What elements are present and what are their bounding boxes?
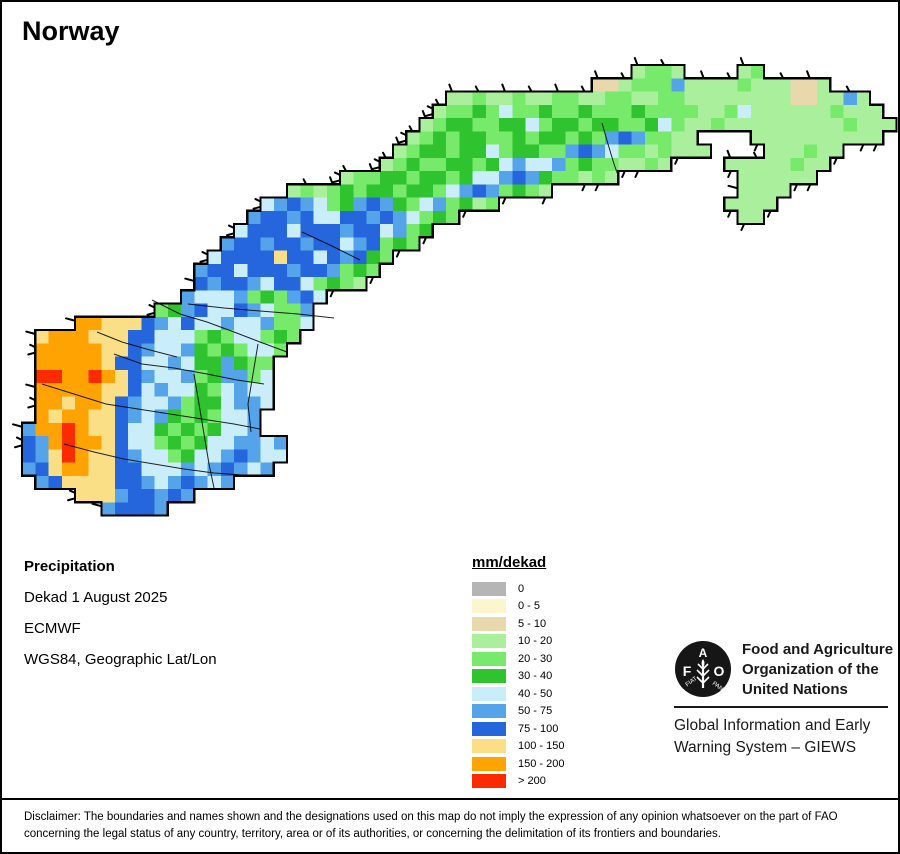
giews-line: Warning System – GIEWS: [674, 739, 857, 756]
legend-swatch: [472, 704, 506, 719]
legend-title: mm/dekad: [472, 554, 547, 571]
legend-row: 5 - 10: [472, 615, 564, 633]
legend-row: 150 - 200: [472, 755, 564, 773]
legend-label: 100 - 150: [518, 740, 565, 753]
legend-swatch: [472, 599, 506, 614]
legend-swatch: [472, 651, 506, 666]
legend-row: 40 - 50: [472, 685, 564, 703]
page-title: Norway: [22, 16, 120, 46]
legend-label: 0 - 5: [518, 600, 541, 613]
norway-precipitation-map: [12, 57, 898, 517]
county-borders: [41, 122, 620, 489]
legend-row: 0: [472, 580, 564, 598]
legend-swatch: [472, 756, 506, 771]
info-projection: WGS84, Geographic Lat/Lon: [24, 651, 217, 668]
wheat-leaves-icon: [696, 663, 710, 684]
legend-label: 0: [518, 582, 525, 595]
legend-label: 10 - 20: [518, 635, 553, 648]
fao-name: Food and Agriculture Organization of the…: [742, 640, 893, 700]
fao-logo-letter-a: A: [699, 646, 708, 660]
fao-name-line: Organization of the: [742, 661, 879, 678]
fao-logo-letter-f: F: [683, 663, 692, 679]
legend-label: 5 - 10: [518, 617, 547, 630]
legend-row: 0 - 5: [472, 598, 564, 616]
legend-row: 10 - 20: [472, 633, 564, 651]
legend-swatch: [472, 669, 506, 684]
legend-swatch: [472, 616, 506, 631]
fao-logo-letter-o: O: [714, 663, 725, 679]
legend-rows: 0 0 - 5 5 - 10 10 - 20 20 - 30 30 - 40 40 - 50…: [472, 580, 564, 790]
legend-row: 20 - 30: [472, 650, 564, 668]
legend: mm/dekad 0 0 - 5 5 - 10 10 - 20 20 - 30 30 - …: [472, 554, 564, 790]
legend-label: 30 - 40: [518, 670, 553, 683]
info-heading: Precipitation: [24, 558, 115, 575]
legend-label: 50 - 75: [518, 705, 553, 718]
disclaimer-line: Disclaimer: The boundaries and names sho…: [24, 811, 838, 823]
legend-label: 150 - 200: [518, 757, 565, 770]
legend-label: > 200: [518, 775, 546, 788]
legend-swatch: [472, 581, 506, 596]
fjord-ticks: [12, 57, 878, 508]
legend-label: 75 - 100: [518, 722, 559, 735]
fao-name-line: Food and Agriculture: [742, 641, 894, 658]
map-info-block: Precipitation Dekad 1 August 2025 ECMWF …: [24, 558, 324, 682]
fao-logo: F A O FIAT PANIS: [675, 641, 731, 697]
legend-row: 30 - 40: [472, 668, 564, 686]
fao-name-line: United Nations: [742, 681, 848, 698]
disclaimer: Disclaimer: The boundaries and names sho…: [2, 798, 898, 852]
legend-label: 20 - 30: [518, 652, 553, 665]
legend-row: 50 - 75: [472, 703, 564, 721]
legend-swatch: [472, 721, 506, 736]
info-dekad: Dekad 1 August 2025: [24, 589, 168, 606]
giews-title: Global Information and Early Warning Sys…: [674, 715, 870, 759]
giews-line: Global Information and Early: [674, 717, 871, 734]
legend-row: 100 - 150: [472, 738, 564, 756]
legend-row: 75 - 100: [472, 720, 564, 738]
precipitation-grid: [22, 65, 897, 516]
legend-swatch: [472, 634, 506, 649]
fao-separator: [674, 706, 888, 708]
legend-label: 40 - 50: [518, 687, 553, 700]
legend-swatch: [472, 739, 506, 754]
disclaimer-line: concerning the legal status of any count…: [24, 828, 721, 840]
legend-row: > 200: [472, 773, 564, 791]
info-source: ECMWF: [24, 620, 81, 637]
legend-swatch: [472, 686, 506, 701]
legend-swatch: [472, 774, 506, 789]
